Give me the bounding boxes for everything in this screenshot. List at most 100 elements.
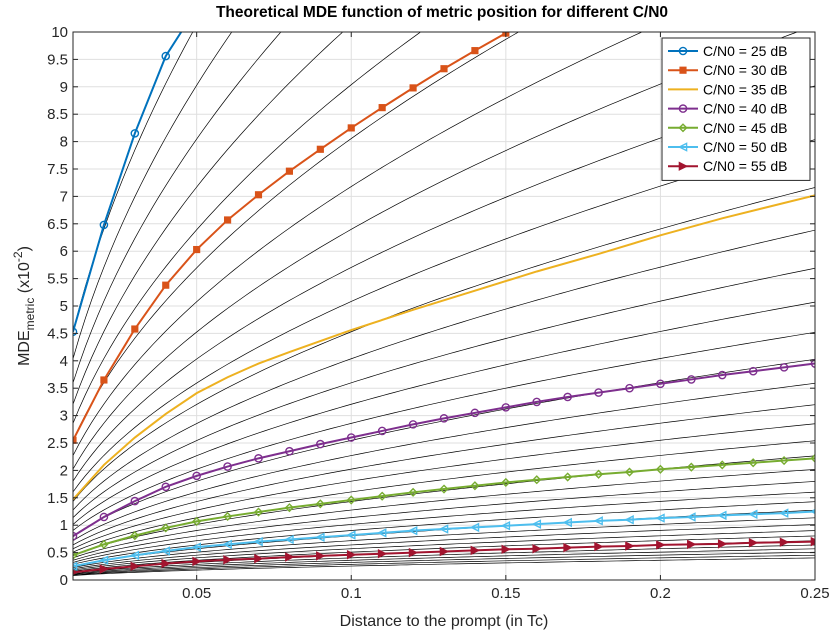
data-point <box>191 542 201 552</box>
data-point <box>594 388 603 397</box>
background-curve <box>73 544 815 574</box>
y-tick-label: 2.5 <box>47 435 68 452</box>
data-point <box>593 469 604 479</box>
data-point <box>686 462 696 472</box>
background-curve <box>73 32 282 383</box>
background-curve <box>73 469 815 559</box>
data-point <box>315 532 325 542</box>
data-point <box>408 547 419 558</box>
data-point <box>285 167 293 175</box>
x-tick-label: 0.1 <box>341 585 362 602</box>
data-point <box>377 426 387 436</box>
data-point <box>377 528 387 538</box>
legend-label: C/N0 = 30 dB <box>703 62 787 78</box>
y-axis-label-subscript: metric <box>23 298 37 331</box>
series-2 <box>73 32 510 444</box>
data-point <box>161 558 171 569</box>
data-point <box>347 124 355 132</box>
data-point <box>717 370 727 380</box>
y-axis-label: MDEmetric (x10-2) <box>11 246 37 366</box>
data-point <box>192 471 201 481</box>
data-point <box>717 510 727 521</box>
legend-marker <box>677 142 688 152</box>
data-point <box>439 484 449 494</box>
data-point <box>779 537 790 547</box>
background-curve <box>73 517 815 568</box>
legend-item: C/N0 = 40 dB <box>668 101 787 117</box>
series-line <box>73 32 183 333</box>
data-point <box>408 487 418 497</box>
data-point <box>810 536 815 547</box>
data-point <box>439 546 450 557</box>
data-point <box>532 544 542 554</box>
data-point <box>284 503 295 513</box>
background-curve <box>73 32 344 405</box>
background-curve <box>73 187 815 502</box>
data-point <box>130 129 140 138</box>
data-point <box>284 534 294 545</box>
data-point <box>562 517 572 528</box>
series-line <box>73 194 815 501</box>
y-tick-label: 3 <box>60 408 68 425</box>
data-point <box>378 104 386 112</box>
x-axis-ticks: 0.05 0.1 0.15 0.2 0.25 <box>182 32 830 602</box>
y-axis-ticks: 0 0.5 1 1.5 2 2.5 3 3.5 4 4.5 5 5.5 6 6.5 7 7.5 8 8.5 9 9.5… <box>47 24 815 589</box>
data-point <box>315 499 325 509</box>
y-tick-label: 3.5 <box>47 380 68 397</box>
data-point <box>254 553 264 564</box>
y-tick-label: 5 <box>60 298 68 315</box>
legend-label: C/N0 = 35 dB <box>703 81 787 97</box>
data-point <box>346 530 356 540</box>
data-point <box>532 475 542 485</box>
data-point <box>531 519 542 529</box>
y-tick-label: 4 <box>60 353 68 370</box>
legend-marker <box>678 104 688 113</box>
y-tick-label: 0 <box>60 572 68 589</box>
legend-label: C/N0 = 55 dB <box>703 158 787 174</box>
series-line <box>73 362 815 538</box>
y-axis-label-unit-suffix: ) <box>16 246 33 251</box>
legend-marker <box>679 66 687 74</box>
series-5 <box>73 453 815 560</box>
x-tick-label: 0.2 <box>650 585 671 602</box>
data-point <box>500 521 511 531</box>
background-curve <box>73 557 815 576</box>
y-tick-label: 8.5 <box>47 106 68 123</box>
data-point <box>563 472 573 482</box>
background-curve <box>73 32 520 441</box>
data-point <box>470 545 481 556</box>
background-curve <box>73 423 815 550</box>
data-point <box>501 403 511 412</box>
data-point <box>469 522 480 533</box>
data-point <box>224 216 232 224</box>
data-point <box>193 245 201 254</box>
data-point <box>285 446 294 456</box>
data-point <box>316 551 326 561</box>
data-point <box>99 539 109 549</box>
data-point <box>222 511 233 522</box>
data-point <box>438 524 449 534</box>
x-axis-label: Distance to the prompt (in Tc) <box>340 613 549 630</box>
data-point <box>563 392 572 402</box>
background-curve <box>73 32 233 359</box>
series-line <box>73 510 815 568</box>
data-point <box>100 376 108 384</box>
data-point <box>470 481 480 491</box>
data-point <box>440 65 448 73</box>
data-point <box>99 564 110 574</box>
y-tick-label: 5.5 <box>47 271 68 288</box>
data-point <box>73 569 79 575</box>
legend-item: C/N0 = 50 dB <box>668 139 787 155</box>
data-point <box>778 508 789 518</box>
data-point <box>470 408 480 418</box>
data-point <box>748 366 758 376</box>
data-point <box>625 541 635 551</box>
x-tick-label: 0.25 <box>800 585 829 602</box>
data-point <box>717 460 727 470</box>
series-1 <box>73 32 183 337</box>
y-tick-label: 6 <box>60 243 68 260</box>
data-point <box>377 491 387 501</box>
background-curve <box>73 554 815 576</box>
background-curve <box>73 32 643 456</box>
